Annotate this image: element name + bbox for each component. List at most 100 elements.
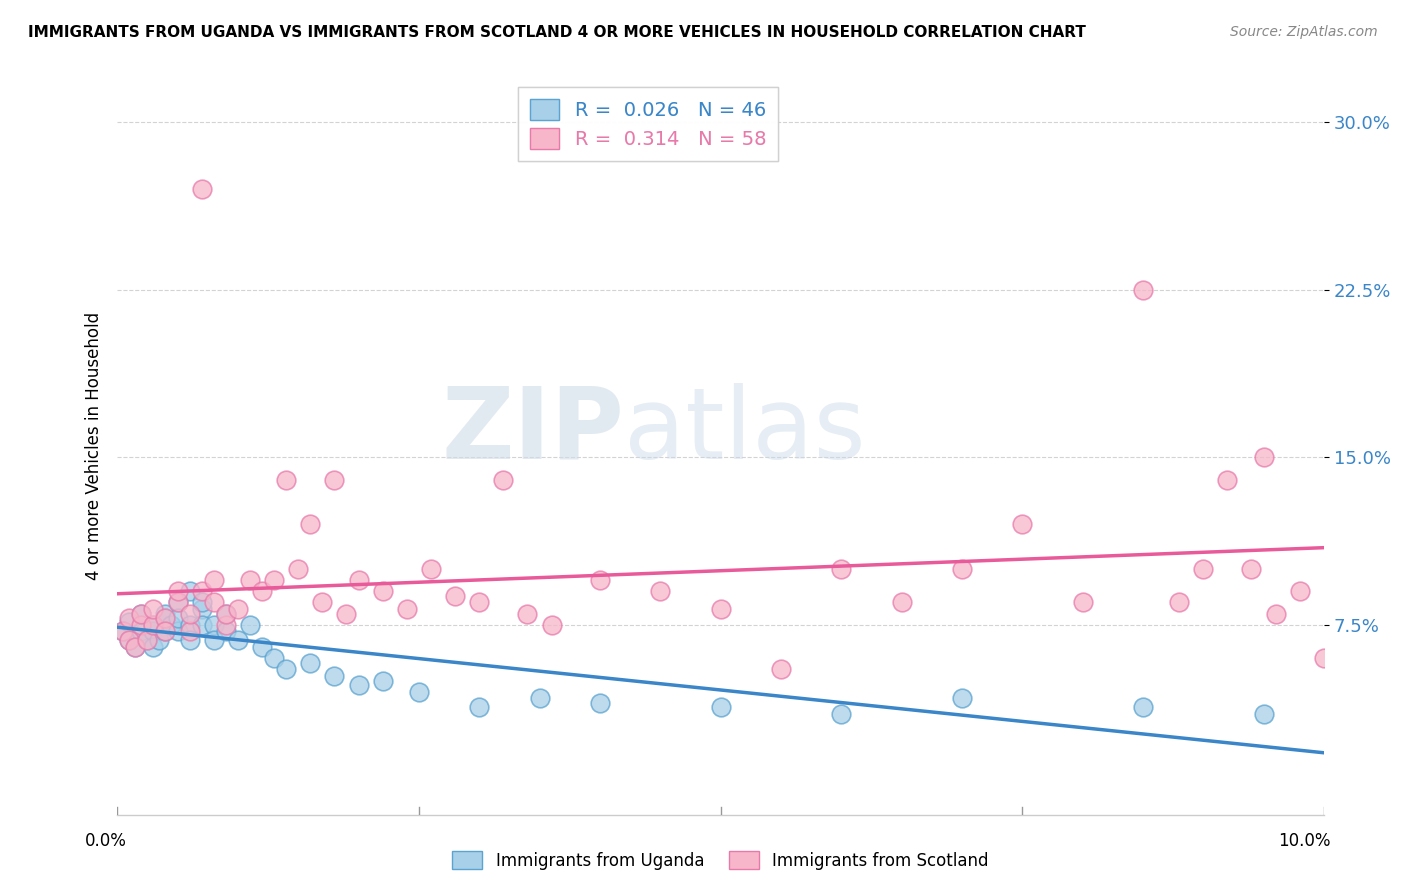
Point xyxy=(131,607,153,621)
Point xyxy=(179,617,201,632)
Point xyxy=(202,617,225,632)
Point xyxy=(124,640,146,654)
Point xyxy=(1071,595,1094,609)
Point xyxy=(830,706,852,721)
Point xyxy=(239,617,262,632)
Point xyxy=(1253,450,1275,465)
Point xyxy=(155,624,177,639)
Point xyxy=(118,615,141,630)
Point xyxy=(516,607,538,621)
Point xyxy=(287,562,309,576)
Point xyxy=(155,624,177,639)
Point xyxy=(239,573,262,587)
Point xyxy=(371,584,394,599)
Point xyxy=(1288,584,1310,599)
Text: 0.0%: 0.0% xyxy=(84,831,127,849)
Point xyxy=(323,669,346,683)
Point xyxy=(190,617,212,632)
Point xyxy=(650,584,672,599)
Point xyxy=(202,595,225,609)
Point xyxy=(1253,706,1275,721)
Point xyxy=(136,633,159,648)
Point xyxy=(226,602,249,616)
Point xyxy=(323,473,346,487)
Point xyxy=(1011,517,1033,532)
Text: IMMIGRANTS FROM UGANDA VS IMMIGRANTS FROM SCOTLAND 4 OR MORE VEHICLES IN HOUSEHO: IMMIGRANTS FROM UGANDA VS IMMIGRANTS FRO… xyxy=(28,25,1085,40)
Y-axis label: 4 or more Vehicles in Household: 4 or more Vehicles in Household xyxy=(86,312,103,580)
Point xyxy=(276,662,298,676)
Point xyxy=(155,607,177,621)
Point xyxy=(335,607,357,621)
Point xyxy=(142,602,165,616)
Point xyxy=(215,607,238,621)
Point xyxy=(190,584,212,599)
Point xyxy=(276,473,298,487)
Point xyxy=(124,640,146,654)
Text: Source: ZipAtlas.com: Source: ZipAtlas.com xyxy=(1230,25,1378,39)
Point xyxy=(142,617,165,632)
Text: ZIP: ZIP xyxy=(441,383,624,480)
Legend: R =  0.026   N = 46, R =  0.314   N = 58: R = 0.026 N = 46, R = 0.314 N = 58 xyxy=(519,87,778,161)
Text: 10.0%: 10.0% xyxy=(1278,831,1331,849)
Point xyxy=(347,573,370,587)
Point xyxy=(166,595,188,609)
Point xyxy=(830,562,852,576)
Point xyxy=(166,611,188,625)
Point xyxy=(202,573,225,587)
Point xyxy=(492,473,515,487)
Point xyxy=(118,633,141,648)
Point xyxy=(155,611,177,625)
Point xyxy=(131,617,153,632)
Point xyxy=(1264,607,1286,621)
Point xyxy=(1132,283,1154,297)
Point xyxy=(1313,651,1336,665)
Point xyxy=(166,624,188,639)
Point xyxy=(131,607,153,621)
Point xyxy=(179,624,201,639)
Point xyxy=(950,691,973,706)
Point xyxy=(179,584,201,599)
Point xyxy=(444,589,467,603)
Point xyxy=(215,624,238,639)
Point xyxy=(166,595,188,609)
Point xyxy=(160,617,183,632)
Point xyxy=(299,656,322,670)
Point xyxy=(769,662,792,676)
Point xyxy=(148,633,170,648)
Point xyxy=(215,617,238,632)
Point xyxy=(118,633,141,648)
Point xyxy=(1192,562,1215,576)
Point xyxy=(468,700,491,714)
Point xyxy=(155,611,177,625)
Point xyxy=(250,640,273,654)
Point xyxy=(190,182,212,196)
Point xyxy=(347,678,370,692)
Point xyxy=(179,633,201,648)
Point xyxy=(263,573,285,587)
Point xyxy=(1132,700,1154,714)
Point xyxy=(226,633,249,648)
Point xyxy=(263,651,285,665)
Point xyxy=(202,633,225,648)
Point xyxy=(371,673,394,688)
Point xyxy=(468,595,491,609)
Point xyxy=(112,624,135,639)
Point xyxy=(118,611,141,625)
Point xyxy=(709,700,731,714)
Point xyxy=(166,584,188,599)
Point xyxy=(179,607,201,621)
Point xyxy=(142,640,165,654)
Point xyxy=(589,573,612,587)
Point xyxy=(395,602,418,616)
Point xyxy=(709,602,731,616)
Point xyxy=(529,691,551,706)
Point xyxy=(142,624,165,639)
Point xyxy=(589,696,612,710)
Point xyxy=(190,595,212,609)
Point xyxy=(142,617,165,632)
Point xyxy=(136,633,159,648)
Point xyxy=(215,607,238,621)
Point xyxy=(299,517,322,532)
Point xyxy=(950,562,973,576)
Point xyxy=(890,595,912,609)
